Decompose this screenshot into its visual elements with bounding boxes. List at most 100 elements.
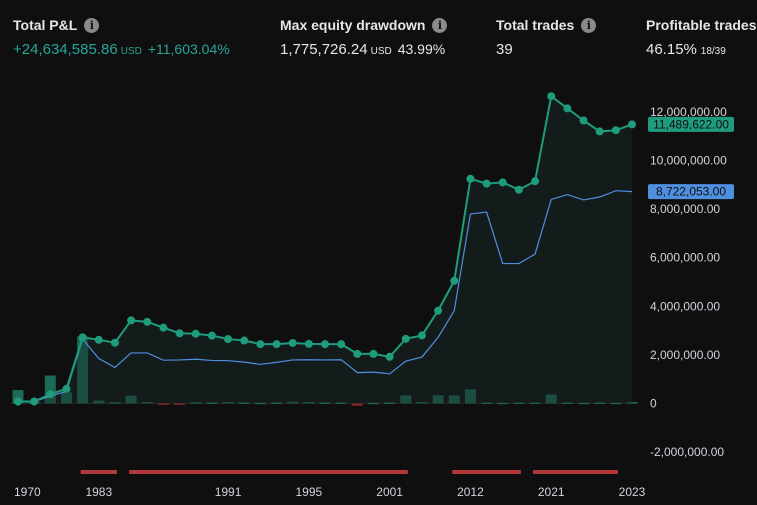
equity-area bbox=[18, 96, 632, 404]
y-tick-label: 8,000,000.00 bbox=[650, 202, 720, 216]
equity-point bbox=[256, 340, 265, 349]
last-value-tag bbox=[648, 116, 734, 132]
trade-bar bbox=[545, 394, 557, 404]
y-tick-label: 4,000,000.00 bbox=[650, 299, 720, 313]
x-tick-label: 1991 bbox=[215, 485, 242, 499]
y-tick-label: 2,000,000.00 bbox=[650, 348, 720, 362]
profitable-trades-value: 46.15% bbox=[646, 41, 697, 58]
x-tick-label: 1995 bbox=[295, 485, 322, 499]
equity-point bbox=[385, 352, 394, 361]
equity-point bbox=[563, 104, 572, 113]
trade-bar bbox=[206, 402, 218, 404]
trade-bar bbox=[481, 402, 493, 404]
trade-bar bbox=[44, 375, 56, 404]
drawdown-band bbox=[452, 470, 521, 474]
drawdown-band bbox=[533, 470, 618, 474]
equity-point bbox=[531, 177, 540, 186]
max-drawdown-value: 1,775,726.24 bbox=[280, 41, 368, 58]
trade-bar bbox=[626, 401, 638, 404]
info-icon[interactable]: i bbox=[432, 17, 448, 33]
y-tick-label: 10,000,000.00 bbox=[650, 154, 727, 168]
y-tick-label: -2,000,000.00 bbox=[650, 445, 724, 459]
equity-point bbox=[288, 338, 297, 347]
trade-bar bbox=[384, 402, 396, 404]
equity-point bbox=[369, 349, 378, 358]
equity-point bbox=[14, 397, 22, 406]
max-drawdown-percent: 43.99% bbox=[397, 41, 446, 57]
x-tick-label: 1970 bbox=[14, 485, 41, 499]
info-icon[interactable]: i bbox=[84, 17, 100, 33]
x-tick-label: 2012 bbox=[457, 485, 484, 499]
equity-point bbox=[62, 384, 71, 393]
trade-bar bbox=[303, 401, 315, 404]
x-tick-label: 1983 bbox=[85, 485, 112, 499]
trade-bar bbox=[464, 389, 476, 404]
drawdown-band bbox=[129, 470, 408, 474]
trade-bar bbox=[109, 402, 121, 404]
equity-point bbox=[272, 340, 281, 349]
x-tick-label: 2023 bbox=[619, 485, 646, 499]
trade-bar bbox=[60, 392, 72, 404]
equity-point bbox=[94, 335, 103, 344]
trade-bar bbox=[594, 402, 606, 404]
trade-bar bbox=[432, 395, 444, 404]
trade-bar bbox=[271, 402, 283, 404]
trade-bar bbox=[254, 402, 266, 405]
equity-point bbox=[547, 92, 556, 101]
equity-point bbox=[595, 127, 604, 136]
total-pnl-unit: USD bbox=[120, 46, 142, 57]
total-pnl-label: Total P&L bbox=[13, 17, 78, 33]
trade-bar bbox=[497, 402, 509, 405]
y-tick-label: 0 bbox=[650, 396, 657, 410]
trade-bar bbox=[561, 402, 573, 404]
profitable-trades-ratio: 18/39 bbox=[700, 46, 726, 57]
equity-point bbox=[579, 116, 588, 125]
y-tick-label: 6,000,000.00 bbox=[650, 251, 720, 265]
stat-max-drawdown: Max equity drawdown i 1,775,726.24 USD 43.… bbox=[280, 17, 448, 58]
equity-point bbox=[482, 179, 491, 188]
stat-total-trades: Total trades i 39 bbox=[496, 17, 597, 58]
stat-profitable-trades: Profitable trades 46.15% 18/39 bbox=[646, 17, 756, 58]
total-trades-value: 39 bbox=[496, 41, 513, 58]
trade-bar bbox=[222, 401, 234, 404]
stat-total-pnl: Total P&L i +24,634,585.86 USD +11,603.04% bbox=[13, 17, 230, 58]
profitable-trades-label: Profitable trades bbox=[646, 17, 757, 33]
equity-point bbox=[337, 340, 346, 349]
equity-point bbox=[498, 178, 507, 187]
trade-bar bbox=[367, 402, 379, 405]
trade-bar bbox=[513, 402, 525, 404]
trade-bar bbox=[287, 401, 299, 404]
trade-bar bbox=[319, 402, 331, 404]
equity-point bbox=[353, 349, 362, 358]
drawdown-band bbox=[80, 470, 117, 474]
equity-point bbox=[450, 276, 459, 285]
trade-bar bbox=[335, 402, 347, 404]
last-value-label: 8,722,053.00 bbox=[656, 185, 726, 199]
trade-bar bbox=[190, 402, 202, 404]
equity-point bbox=[78, 333, 87, 342]
equity-point bbox=[46, 390, 55, 399]
equity-point bbox=[321, 340, 329, 349]
info-icon[interactable]: i bbox=[581, 17, 597, 33]
equity-point bbox=[434, 306, 443, 315]
trade-bar bbox=[578, 402, 590, 405]
equity-point bbox=[191, 329, 200, 338]
trade-bar bbox=[610, 402, 622, 405]
trade-bar bbox=[12, 390, 24, 404]
max-drawdown-label: Max equity drawdown bbox=[280, 17, 426, 33]
last-value-tag bbox=[648, 184, 734, 200]
trade-bar bbox=[157, 403, 169, 405]
equity-point bbox=[466, 174, 475, 183]
total-pnl-percent: +11,603.04% bbox=[147, 41, 230, 57]
trade-bar bbox=[448, 395, 460, 404]
equity-point bbox=[143, 317, 152, 326]
equity-point bbox=[401, 334, 410, 343]
y-tick-label: 12,000,000.00 bbox=[650, 105, 727, 119]
equity-point bbox=[127, 316, 136, 325]
equity-point bbox=[159, 323, 168, 332]
equity-point bbox=[207, 331, 216, 340]
equity-point bbox=[240, 336, 249, 345]
equity-point bbox=[175, 329, 184, 338]
trade-bar bbox=[416, 401, 428, 404]
